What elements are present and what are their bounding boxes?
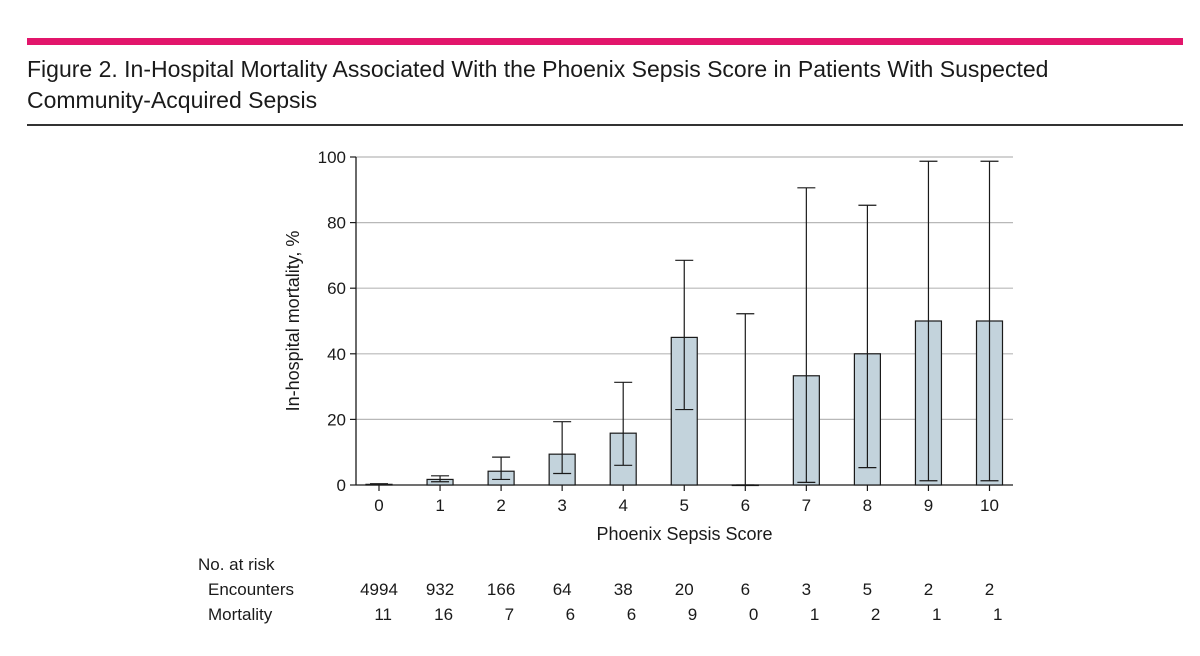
y-tick-label-60: 60 <box>327 279 346 298</box>
x-tick-label-0: 0 <box>374 496 383 515</box>
y-tick-label-0: 0 <box>337 476 346 495</box>
risk-encounters-score-10: 2 <box>985 580 994 599</box>
risk-mortality-score-1: 16 <box>434 605 453 624</box>
x-tick-label-6: 6 <box>741 496 750 515</box>
x-tick-label-8: 8 <box>863 496 872 515</box>
x-tick-label-10: 10 <box>980 496 999 515</box>
x-axis-title: Phoenix Sepsis Score <box>596 524 772 544</box>
x-tick-label-5: 5 <box>680 496 689 515</box>
figure-title: Figure 2. In-Hospital Mortality Associat… <box>27 54 1147 116</box>
risk-mortality-score-2: 7 <box>505 605 514 624</box>
risk-encounters-score-4: 38 <box>614 580 633 599</box>
y-tick-label-100: 100 <box>318 148 346 167</box>
risk-mortality-score-3: 6 <box>566 605 575 624</box>
risk-row-label-mortality: Mortality <box>208 605 273 624</box>
risk-mortality-score-9: 1 <box>932 605 941 624</box>
risk-table-header: No. at risk <box>198 555 275 574</box>
risk-mortality-score-4: 6 <box>627 605 636 624</box>
x-tick-label-7: 7 <box>802 496 811 515</box>
risk-encounters-score-2: 166 <box>487 580 515 599</box>
figure-title-line-2: Community-Acquired Sepsis <box>27 87 318 113</box>
y-tick-label-20: 20 <box>327 410 346 429</box>
y-tick-label-80: 80 <box>327 214 346 233</box>
risk-mortality-score-0: 11 <box>374 605 392 624</box>
top-accent-rule <box>27 38 1183 45</box>
risk-mortality-score-8: 2 <box>871 605 880 624</box>
risk-encounters-score-6: 6 <box>741 580 750 599</box>
x-tick-label-4: 4 <box>618 496 627 515</box>
risk-encounters-score-0: 4994 <box>360 580 398 599</box>
risk-encounters-score-3: 64 <box>553 580 572 599</box>
y-tick-label-40: 40 <box>327 345 346 364</box>
risk-row-label-encounters: Encounters <box>208 580 294 599</box>
y-axis-title: In-hospital mortality, % <box>283 231 303 412</box>
risk-mortality-score-10: 1 <box>993 605 1002 624</box>
risk-encounters-score-1: 932 <box>426 580 454 599</box>
x-tick-label-9: 9 <box>924 496 933 515</box>
risk-mortality-score-5: 9 <box>688 605 697 624</box>
figure-title-line-1: Figure 2. In-Hospital Mortality Associat… <box>27 56 1049 82</box>
risk-encounters-score-7: 3 <box>802 580 811 599</box>
risk-encounters-score-9: 2 <box>924 580 933 599</box>
x-tick-label-1: 1 <box>435 496 444 515</box>
x-tick-label-3: 3 <box>557 496 566 515</box>
title-divider <box>27 124 1183 126</box>
risk-encounters-score-8: 5 <box>863 580 872 599</box>
risk-mortality-score-6: 0 <box>749 605 758 624</box>
risk-mortality-score-7: 1 <box>810 605 819 624</box>
x-tick-label-2: 2 <box>496 496 505 515</box>
risk-encounters-score-5: 20 <box>675 580 694 599</box>
